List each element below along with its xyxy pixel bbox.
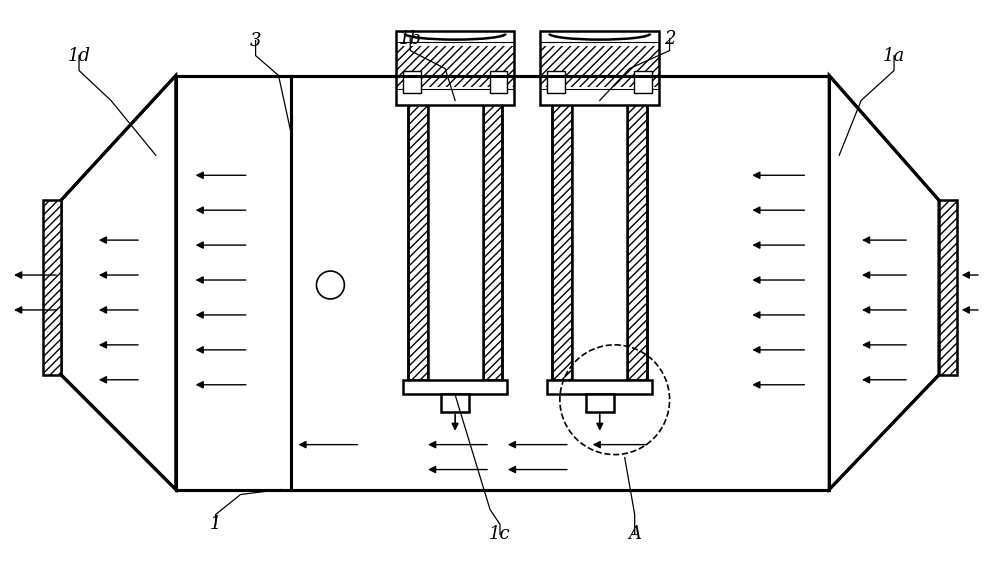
Bar [540,45,659,87]
Bar [408,101,428,380]
Bar [396,45,514,87]
Bar [634,71,652,94]
Bar [403,71,421,94]
Circle shape [316,271,344,299]
Bar [586,394,614,412]
Bar [547,380,652,394]
Bar [483,101,502,380]
Bar [490,71,507,94]
Bar [627,101,647,380]
Bar [552,101,572,380]
Bar [939,200,957,375]
Bar [396,30,514,105]
Text: 1d: 1d [68,47,91,64]
Bar [441,394,469,412]
Bar [483,101,502,380]
Text: 3: 3 [250,32,261,49]
Bar [627,101,647,380]
Bar [547,71,565,94]
Bar [939,200,957,375]
Bar [43,200,61,375]
Text: 1a: 1a [883,47,905,64]
Bar [552,101,572,380]
Bar [540,30,659,105]
Text: 1: 1 [210,515,221,534]
Text: A: A [628,526,641,543]
Bar [428,101,483,380]
Polygon shape [829,75,939,489]
Text: 1b: 1b [399,29,422,48]
Bar [176,75,829,489]
Text: 1c: 1c [489,526,511,543]
Bar [43,200,61,375]
Bar [408,101,428,380]
Bar [176,75,829,489]
Bar [403,380,507,394]
Text: 2: 2 [664,29,675,48]
Polygon shape [61,75,176,489]
Bar [572,101,627,380]
